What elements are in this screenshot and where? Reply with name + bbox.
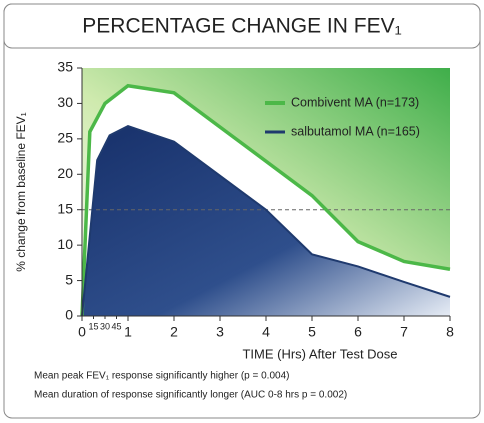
x-tick-label: 15 [88,321,98,331]
legend-label: salbutamol MA (n=165) [291,124,420,138]
y-axis-label: % change from baseline FEV₁ [14,112,28,271]
x-tick-label: 5 [308,324,316,340]
x-axis-label: TIME (Hrs) After Test Dose [242,346,397,361]
x-tick-label: 8 [446,324,454,340]
chart-title: PERCENTAGE CHANGE IN FEV₁ [82,15,401,38]
y-tick-label: 20 [57,165,73,181]
title-box [3,3,481,49]
y-tick-label: 15 [57,200,73,216]
y-tick-label: 10 [57,236,73,252]
x-tick-label: 1 [124,324,132,340]
y-tick-label: 5 [65,271,73,287]
x-tick-label: 30 [100,321,110,331]
y-tick-label: 25 [57,130,73,146]
x-tick-label: 45 [111,321,121,331]
line [81,125,451,317]
y-tick-label: 30 [57,94,73,110]
note: Mean peak FEV₁ response significantly hi… [34,371,289,382]
x-tick-label: 2 [170,324,178,340]
x-tick-label: 0 [78,324,86,340]
x-tick-label: 3 [216,324,224,340]
note: Mean duration of response significantly … [34,390,347,401]
area [82,126,450,316]
legend-label: Combivent MA (n=173) [291,95,419,109]
y-tick-label: 35 [57,59,73,75]
x-tick-label: 4 [262,324,270,340]
x-tick-label: 6 [354,324,362,340]
x-tick-label: 7 [400,324,408,340]
y-tick-label: 0 [65,307,73,323]
line [80,83,451,317]
